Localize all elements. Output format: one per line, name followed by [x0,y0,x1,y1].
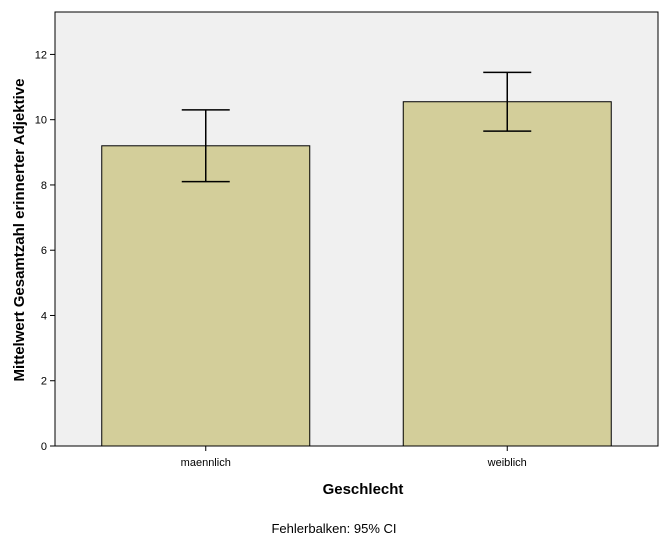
footnote: Fehlerbalken: 95% CI [271,521,396,536]
y-tick-label: 4 [41,310,47,322]
x-axis: maennlich weiblich [181,446,527,469]
y-axis: 0 2 4 6 8 10 12 [35,49,55,453]
bar [402,101,612,447]
x-tick-label: weiblich [487,457,527,469]
y-tick-label: 6 [41,245,47,257]
bar [101,145,311,447]
error-bars-group [181,71,532,183]
y-tick-label: 8 [41,180,47,192]
y-tick-label: 0 [41,441,47,453]
x-axis-title: Geschlecht [323,481,404,498]
y-tick-label: 2 [41,376,47,388]
y-axis-title: Mittelwert Gesamtzahl erinnerter Adjekti… [11,79,28,382]
x-tick-label: maennlich [181,457,231,469]
y-tick-label: 10 [35,115,47,127]
y-tick-label: 12 [35,49,47,61]
